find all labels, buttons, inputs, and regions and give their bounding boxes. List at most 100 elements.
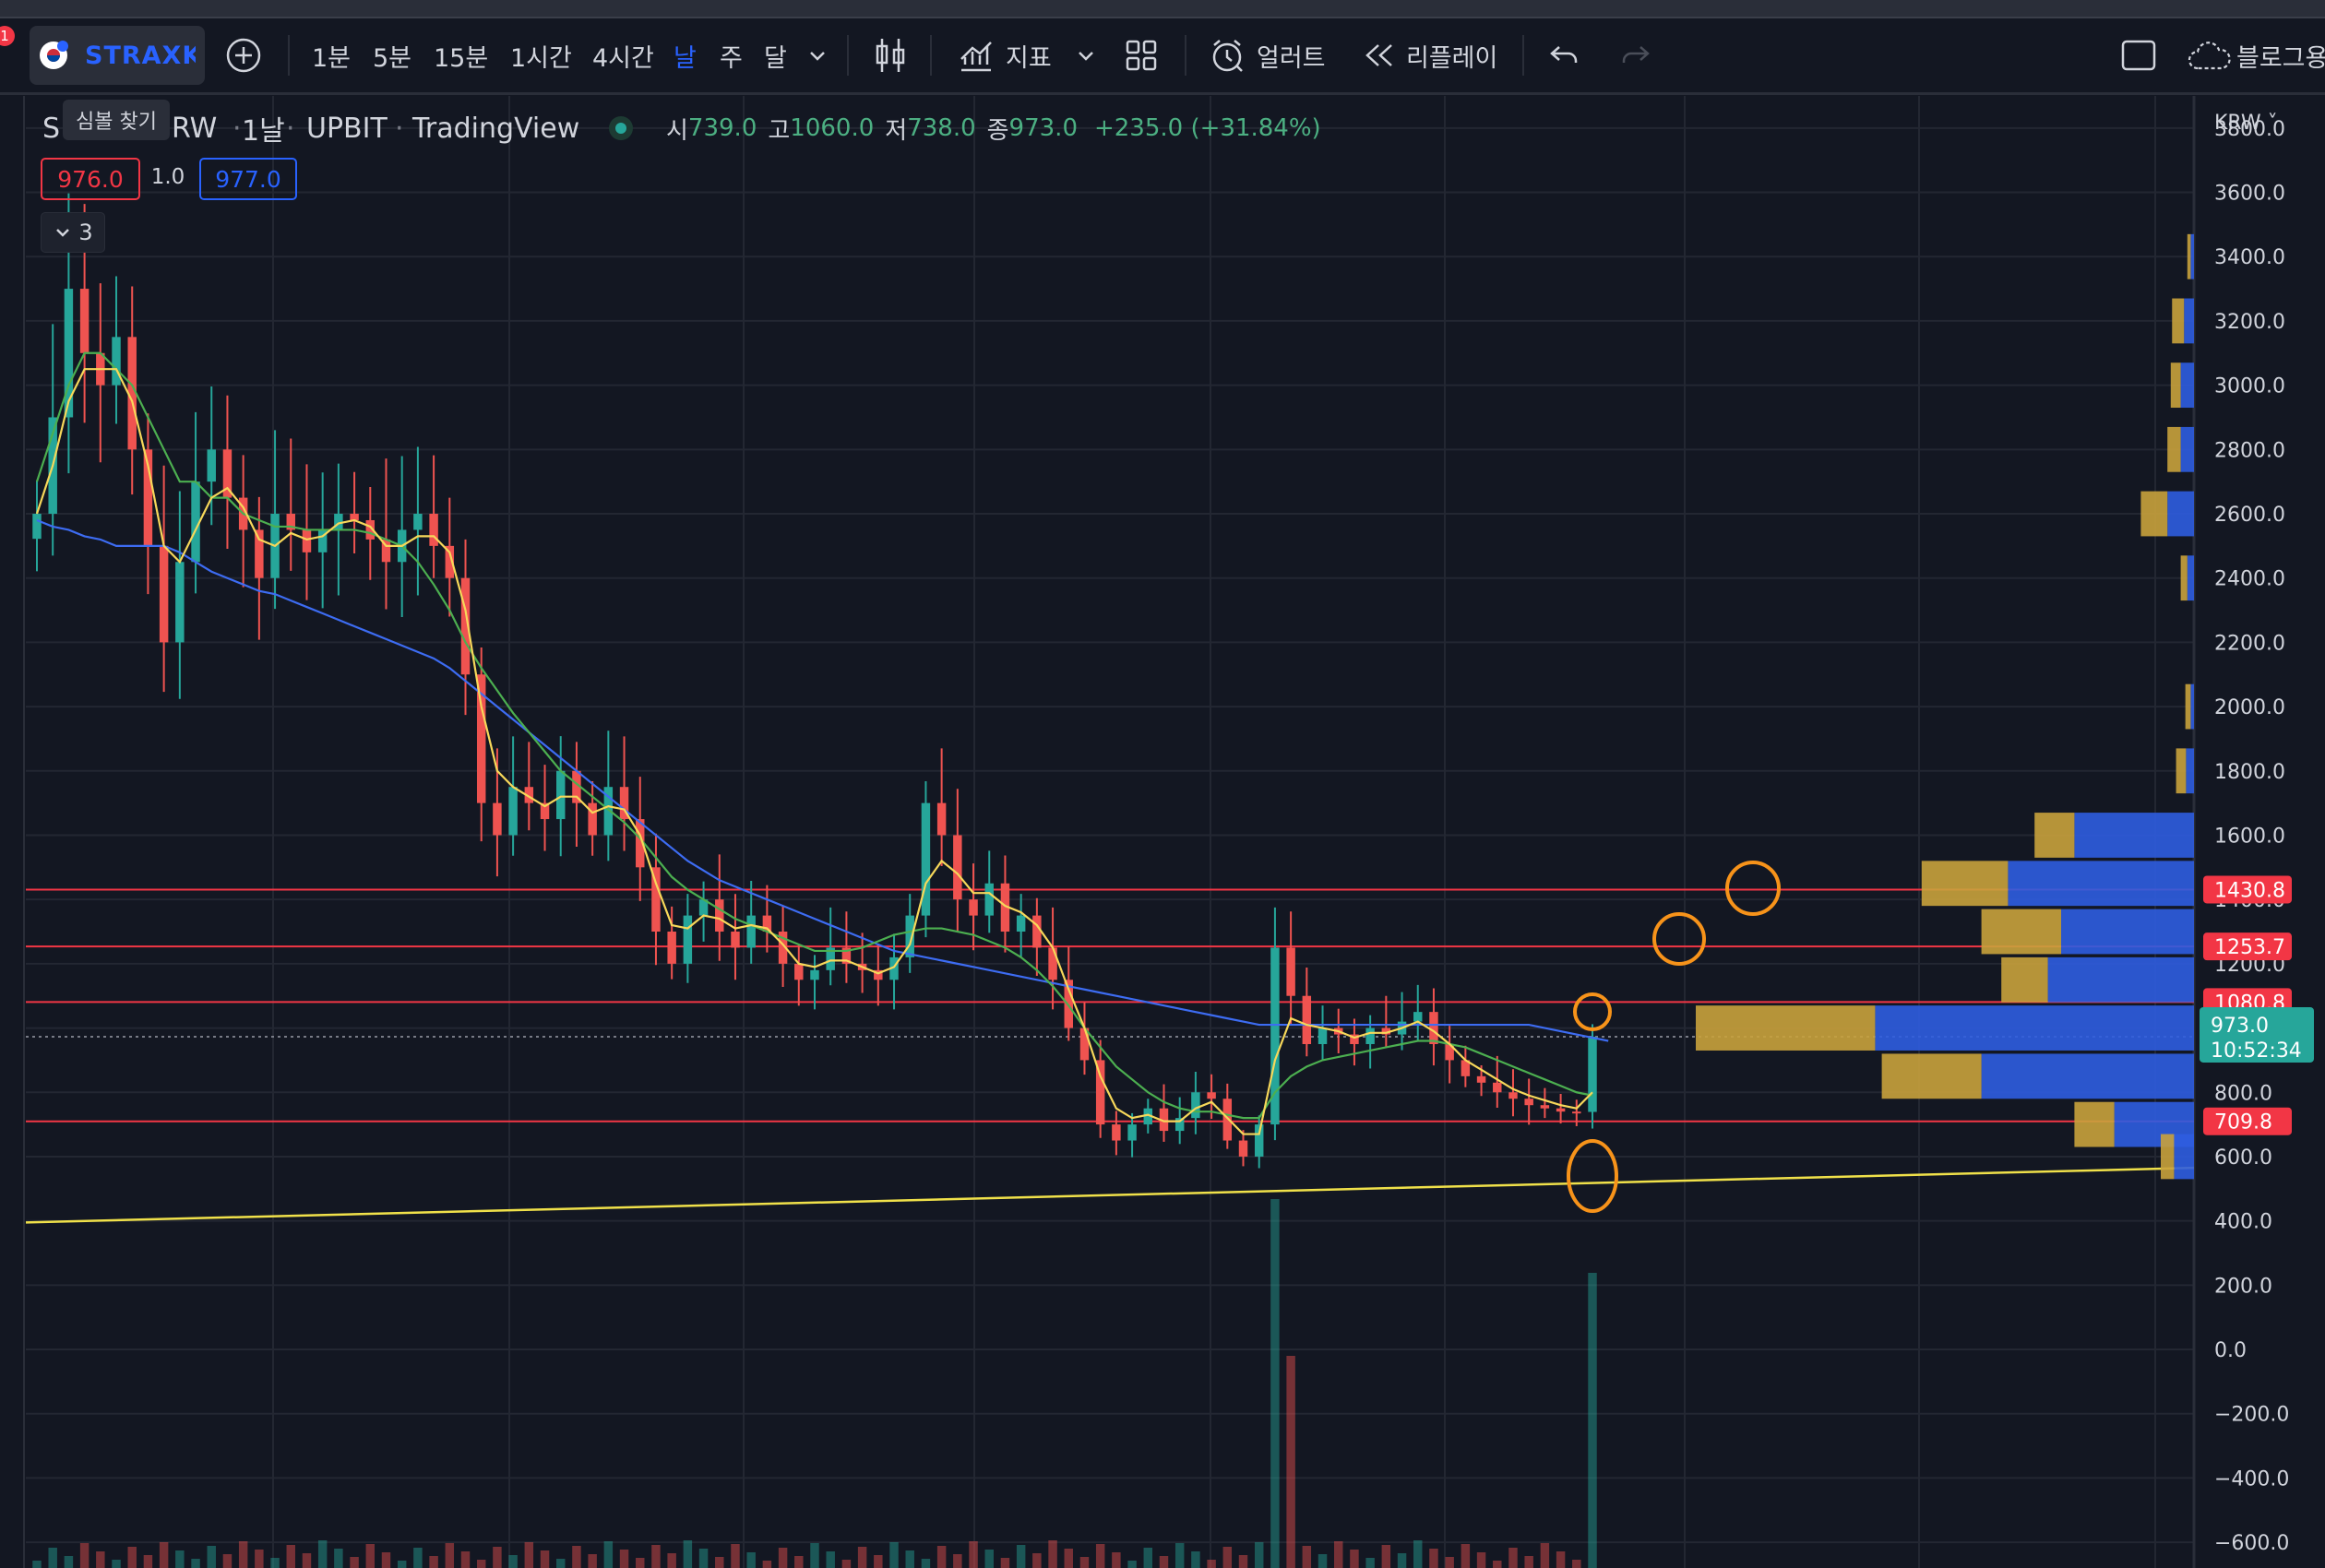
interval-4h[interactable]: 4시간 — [592, 43, 654, 73]
interval-5m[interactable]: 5분 — [373, 43, 412, 73]
candle — [1095, 1039, 1105, 1138]
alarm-clock-icon[interactable] — [1209, 18, 1247, 92]
countdown-value: 10:52:34 — [2211, 1039, 2302, 1063]
chart-toolbar: STRAXKRW 1분 5분 15분 1시간 4시간 날 주 달 지표 얼러트 … — [0, 18, 2325, 95]
candle — [683, 894, 693, 983]
legend-symbol-prefix[interactable]: S — [42, 112, 61, 145]
volume-profile-buy — [2187, 555, 2194, 601]
candle — [1318, 1005, 1328, 1060]
trend-line — [25, 1166, 2195, 1224]
indicators-dropdown-chevron-icon[interactable] — [1075, 18, 1097, 92]
indicators-icon[interactable] — [958, 18, 995, 92]
volume-bar — [619, 1550, 629, 1568]
candle-body — [1174, 1118, 1185, 1132]
candle-body — [1143, 1108, 1153, 1125]
volume-bar — [460, 1551, 471, 1568]
candle-type-icon[interactable] — [873, 18, 908, 92]
candle-body — [79, 289, 89, 353]
legend-dot: · — [286, 112, 295, 145]
cloud-icon[interactable] — [2187, 18, 2233, 92]
candle-body — [1238, 1140, 1248, 1157]
volume-bar — [286, 1545, 295, 1568]
indicators-collapse-toggle[interactable]: 3 — [41, 212, 105, 253]
publish-button[interactable]: 블로그용 — [2236, 43, 2325, 73]
symbol-name[interactable]: STRAXKRW — [85, 41, 196, 70]
candle — [698, 881, 709, 942]
candle — [794, 944, 804, 1006]
volume-bar — [826, 1551, 835, 1568]
interval-1h[interactable]: 1시간 — [510, 43, 572, 73]
fullscreen-square-icon[interactable] — [2120, 18, 2157, 92]
volume-profile-buy — [1981, 1053, 2194, 1099]
interval-15m[interactable]: 15분 — [434, 43, 489, 73]
candle-body — [1032, 915, 1042, 948]
interval-1m[interactable]: 1분 — [312, 43, 352, 73]
volume-bar — [1286, 1356, 1295, 1568]
volume-profile-sell — [2001, 956, 2048, 1003]
candle — [317, 472, 328, 609]
candle-body — [762, 915, 772, 932]
volume-bar — [1064, 1549, 1073, 1568]
alert-button[interactable]: 얼러트 — [1257, 43, 1326, 73]
volume-bar — [1238, 1555, 1248, 1568]
candle-body — [715, 899, 724, 932]
candle — [1429, 988, 1438, 1066]
candle-body — [556, 770, 566, 820]
volume-profile-buy — [2074, 813, 2194, 858]
volume-profile-buy — [1875, 1005, 2194, 1051]
candle-body — [636, 819, 645, 868]
price-tick-label: 3000.0 — [2214, 375, 2285, 398]
volume-bar — [1397, 1553, 1407, 1568]
volume-bar — [841, 1560, 852, 1568]
add-symbol-icon[interactable] — [225, 18, 262, 92]
candle — [1222, 1083, 1233, 1149]
layout-grid-icon[interactable] — [1124, 18, 1159, 92]
redo-icon[interactable] — [1618, 18, 1651, 92]
volume-bar — [698, 1549, 709, 1568]
candle-body — [1254, 1124, 1264, 1157]
volume-profile-sell — [2074, 1101, 2115, 1147]
candle-body — [921, 802, 931, 916]
volume-bar — [317, 1540, 328, 1568]
volume-bar — [1222, 1547, 1233, 1568]
level-price-tag: 1430.8 — [2203, 875, 2292, 904]
replay-icon[interactable] — [1362, 18, 1397, 92]
price-tick-label: 800.0 — [2214, 1082, 2272, 1105]
volume-profile-sell — [2176, 748, 2187, 794]
candle-body — [651, 867, 661, 932]
sell-price-button[interactable]: 976.0 — [41, 158, 140, 200]
candle — [460, 539, 471, 716]
replay-button[interactable]: 리플레이 — [1406, 43, 1498, 73]
volume-bar — [413, 1548, 423, 1568]
volume-bar — [365, 1544, 376, 1568]
price-tick-label: −400.0 — [2214, 1467, 2289, 1491]
legend-interval: 1날 — [242, 115, 285, 148]
hidden-indicator-count: 3 — [78, 220, 93, 245]
volume-profile-buy — [2186, 748, 2194, 794]
legend-symbol-suffix[interactable]: RW — [172, 112, 218, 145]
interval-dropdown-chevron-icon[interactable] — [806, 18, 829, 92]
interval-month[interactable]: 달 — [764, 43, 787, 73]
indicators-button[interactable]: 지표 — [1006, 43, 1052, 73]
level-tag-bg — [2203, 1107, 2292, 1135]
interval-day[interactable]: 날 — [674, 43, 697, 73]
volume-profile-sell — [2034, 813, 2075, 858]
candle — [222, 395, 232, 549]
volume-bar — [778, 1548, 788, 1568]
volume-bar — [969, 1541, 978, 1568]
candle — [445, 497, 455, 617]
volume-profile-buy — [2167, 491, 2194, 537]
candle — [143, 413, 153, 595]
market-status-icon[interactable] — [605, 109, 637, 148]
candle — [1127, 1112, 1137, 1158]
notification-badge[interactable]: 1 — [0, 26, 15, 46]
interval-week[interactable]: 주 — [720, 43, 743, 73]
volume-profile-sell — [1696, 1005, 1876, 1051]
volume-bar — [667, 1553, 676, 1568]
candle-body — [1079, 1028, 1090, 1061]
candle — [1350, 1018, 1359, 1066]
candle-body — [1318, 1028, 1328, 1044]
buy-price-button[interactable]: 977.0 — [199, 158, 297, 200]
undo-icon[interactable] — [1548, 18, 1581, 92]
